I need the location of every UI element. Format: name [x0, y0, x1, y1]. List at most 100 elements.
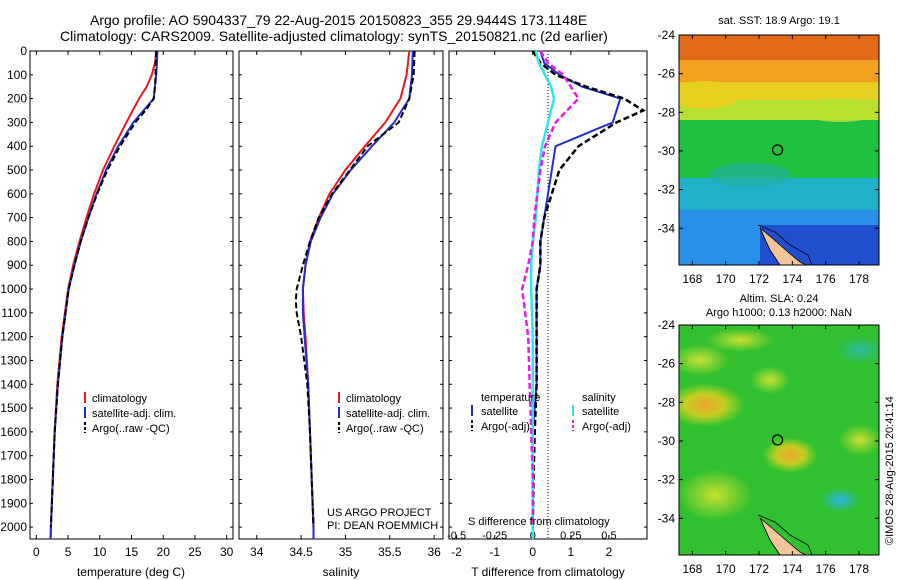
- sla-map-title1: Altim. SLA: 0.24: [740, 293, 819, 305]
- salinity-legend: climatology satellite-adj. clim. Argo(..…: [338, 392, 430, 435]
- depth-tick-label: 1400: [0, 377, 27, 391]
- temperature-lines: [49, 50, 159, 540]
- legend-label-argo: Argo(..raw -QC): [346, 423, 424, 435]
- difference-legend: temperature salinity satellite Argo(-adj…: [471, 392, 631, 433]
- depth-tick-label: 400: [7, 139, 27, 153]
- x-tick-label: 0: [529, 545, 536, 559]
- lat-tick-label: -24: [658, 28, 676, 42]
- salinity-panel: [238, 50, 444, 540]
- depth-tick-label: 800: [7, 234, 27, 248]
- s-tick-label: 0.5: [601, 530, 616, 542]
- salinity-x-axis: 34 34.5 35 35.5 36: [250, 51, 441, 559]
- depth-tick-label: 1200: [0, 330, 27, 344]
- x-tick-label: -2: [451, 545, 462, 559]
- lon-tick-label: 168: [682, 562, 702, 576]
- s-tick-label: -0.25: [482, 530, 507, 542]
- x-tick-label: 5: [65, 545, 72, 559]
- x-tick-label: 10: [93, 545, 107, 559]
- x-tick-label: 36: [427, 545, 441, 559]
- difference-xlabel: T difference from climatology: [471, 565, 625, 579]
- lon-tick-label: 176: [816, 562, 836, 576]
- depth-tick-label: 1500: [0, 401, 27, 415]
- timestamp: ©IMOS 28-Aug-2015 20:41:14: [884, 396, 896, 545]
- lat-tick-label: -30: [658, 144, 676, 158]
- depth-tick-label: 2000: [0, 520, 27, 534]
- x-tick-label: 30: [220, 545, 234, 559]
- sst-map-frame: [678, 34, 880, 266]
- lon-tick-label: 178: [849, 272, 869, 286]
- x-tick-label: 15: [125, 545, 139, 559]
- legend-label-argo: Argo(..raw -QC): [92, 423, 170, 435]
- lat-tick-label: -28: [658, 395, 676, 409]
- series-line-argo-raw-qc-: [294, 50, 416, 528]
- lat-tick-label: -34: [658, 221, 676, 235]
- depth-tick-label: 1800: [0, 472, 27, 486]
- difference-x-axis: -2 -1 0 1 2: [451, 51, 613, 559]
- s-tick-label: 0.25: [560, 530, 581, 542]
- difference-lines: [520, 50, 646, 539]
- depth-tick-label: 500: [7, 163, 27, 177]
- x-tick-label: 2: [606, 545, 613, 559]
- legend-label-satellite: satellite-adj. clim.: [92, 408, 176, 420]
- depth-tick-label: 700: [7, 211, 27, 225]
- credit-pi: PI: DEAN ROEMMICH: [327, 520, 438, 532]
- sst-argo-position-marker: [771, 144, 784, 156]
- legend-label-temp-argo: Argo(-adj): [481, 421, 530, 433]
- credit-project: US ARGO PROJECT: [327, 507, 432, 519]
- legend-label-sal-satellite: satellite: [582, 406, 619, 418]
- lat-tick-label: -30: [658, 434, 676, 448]
- legend-title-salinity: salinity: [582, 392, 616, 404]
- temperature-x-axis: 0 5 10 15 20 25 30: [33, 51, 234, 559]
- x-tick-label: 25: [188, 545, 202, 559]
- depth-tick-label: 1700: [0, 449, 27, 463]
- legend-label-climatology: climatology: [92, 393, 148, 405]
- figure-title-line2: Climatology: CARS2009. Satellite-adjuste…: [60, 28, 608, 44]
- depth-tick-label: 1900: [0, 496, 27, 510]
- x-tick-label: 35.5: [378, 545, 402, 559]
- sla-map-title2: Argo h1000: 0.13 h2000: NaN: [706, 307, 852, 319]
- series-line-temperature-argo-adj-: [531, 50, 646, 528]
- legend-label-satellite: satellite-adj. clim.: [346, 408, 430, 420]
- series-line-salinity-argo-adj-: [520, 50, 581, 528]
- sst-map: [679, 35, 879, 265]
- legend-label-climatology: climatology: [346, 393, 402, 405]
- depth-tick-label: 1000: [0, 282, 27, 296]
- sla-map-axes: -24 -26 -28 -30 -32 -34 168 170 172 174 176 178: [658, 318, 879, 576]
- series-line-argo-raw-qc-: [49, 50, 158, 528]
- lon-tick-label: 170: [716, 272, 736, 286]
- lon-tick-label: 172: [749, 272, 769, 286]
- lat-tick-label: -26: [658, 357, 676, 371]
- salinity-xlabel: salinity: [323, 565, 360, 579]
- x-tick-label: 20: [157, 545, 171, 559]
- temperature-xlabel: temperature (deg C): [77, 565, 185, 579]
- lon-tick-label: 174: [782, 562, 802, 576]
- lon-tick-label: 178: [849, 562, 869, 576]
- lat-tick-label: -26: [658, 67, 676, 81]
- depth-tick-label: 1600: [0, 425, 27, 439]
- depth-tick-label: 1100: [1, 306, 27, 320]
- lat-tick-label: -34: [658, 511, 676, 525]
- lon-tick-label: 176: [816, 272, 836, 286]
- lat-tick-label: -32: [658, 473, 676, 487]
- lon-tick-label: 172: [749, 562, 769, 576]
- legend-label-temp-satellite: satellite: [481, 406, 518, 418]
- x-tick-label: 35: [339, 545, 353, 559]
- sla-argo-position-marker: [771, 434, 784, 446]
- lat-tick-label: -24: [658, 318, 676, 332]
- lon-tick-label: 170: [716, 562, 736, 576]
- temperature-legend: climatology satellite-adj. clim. Argo(..…: [84, 392, 176, 435]
- sla-map: [679, 325, 879, 555]
- legend-title-temperature: temperature: [481, 392, 540, 404]
- depth-tick-label: 900: [7, 258, 27, 272]
- difference-top-label: S difference from climatology: [468, 516, 610, 528]
- depth-tick-label: 200: [7, 92, 27, 106]
- x-tick-label: 34: [250, 545, 264, 559]
- x-tick-label: 0: [33, 545, 40, 559]
- lon-tick-label: 168: [682, 272, 702, 286]
- legend-label-sal-argo: Argo(-adj): [582, 421, 631, 433]
- sst-map-title: sat. SST: 18.9 Argo: 19.1: [718, 15, 840, 27]
- depth-axis: 0 100 200 300 400 500 600 700 800 900 1000 1100 1200…: [0, 44, 647, 534]
- lon-tick-label: 174: [782, 272, 802, 286]
- depth-tick-label: 300: [7, 115, 27, 129]
